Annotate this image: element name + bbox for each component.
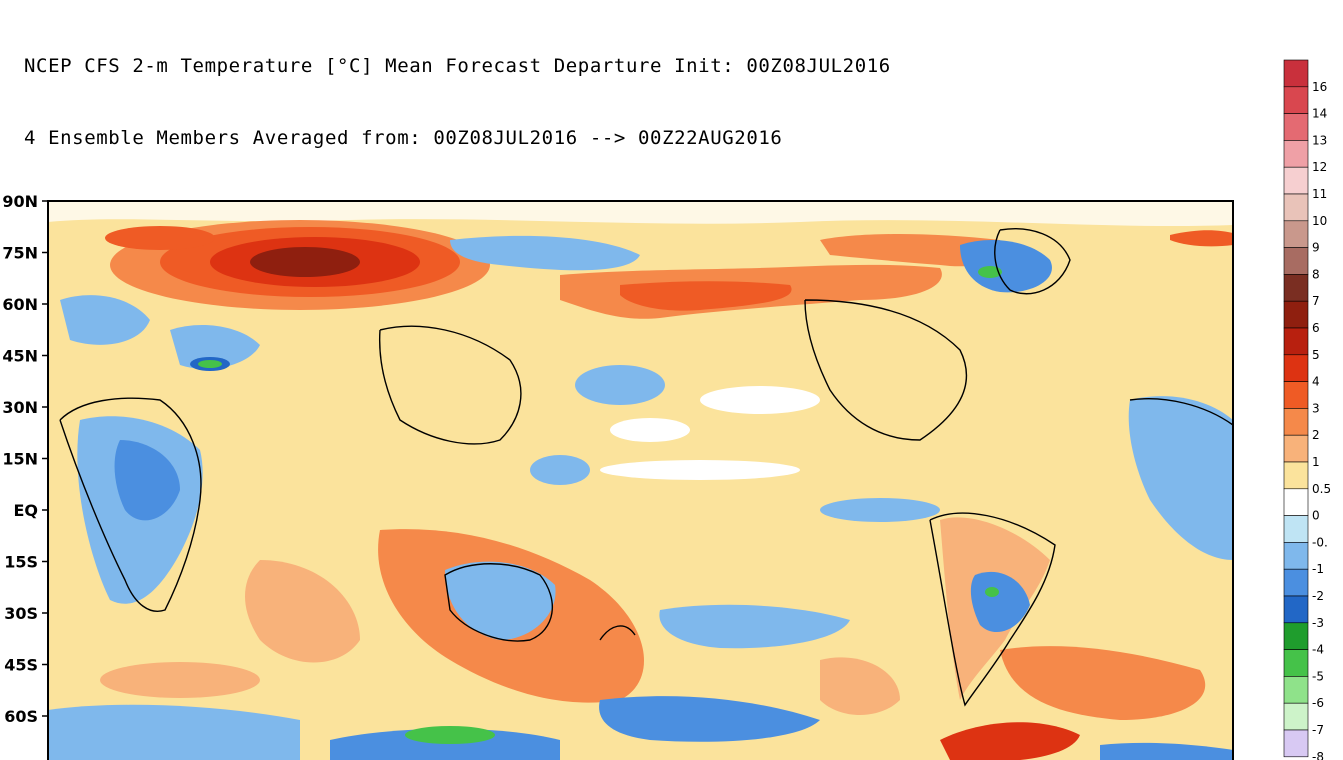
colorbar-swatch [1283, 327, 1309, 356]
colorbar-label: 14 [1312, 107, 1327, 121]
colorbar-swatch [1283, 381, 1309, 409]
colorbar-label: 10 [1312, 214, 1327, 228]
colorbar-label: 2 [1312, 428, 1320, 442]
lat-label: 60N [2, 295, 38, 314]
anomaly-field [48, 201, 1233, 760]
colorbar: 16 14 13 12 11 10 9 8 7 6 5 4 3 2 1 0.5 0 -0. -1 -2 -3 -4 -5 -6… [1283, 59, 1331, 760]
colorbar-label: -7 [1312, 723, 1324, 737]
colorbar-swatch [1283, 649, 1309, 677]
lat-label: 15S [4, 553, 38, 572]
colorbar-label: 13 [1312, 133, 1327, 147]
colorbar-label: -2 [1312, 589, 1324, 603]
lat-label: 75N [2, 244, 38, 263]
colorbar-swatch [1283, 488, 1309, 516]
colorbar-label: -1 [1312, 562, 1324, 576]
colorbar-label: -8 [1312, 750, 1324, 760]
map-title: NCEP CFS 2-m Temperature [°C] Mean Forec… [24, 6, 891, 174]
colorbar-swatch [1283, 354, 1309, 382]
colorbar-swatch [1283, 515, 1309, 543]
colorbar-label: 4 [1312, 375, 1320, 389]
colorbar-swatch [1283, 140, 1309, 168]
colorbar-label: -3 [1312, 616, 1324, 630]
colorbar-label: 0 [1312, 509, 1320, 523]
lat-label: 45S [4, 656, 38, 675]
map-frame [47, 200, 1234, 760]
colorbar-swatch [1283, 166, 1309, 195]
colorbar-swatch [1283, 274, 1309, 302]
colorbar-swatch [1283, 702, 1309, 731]
colorbar-label: -4 [1312, 643, 1324, 657]
lat-label: EQ [13, 501, 38, 520]
lat-label: 60S [4, 707, 38, 726]
colorbar-swatch [1283, 461, 1309, 490]
lat-label: 45N [2, 347, 38, 366]
colorbar-swatch [1283, 193, 1309, 222]
title-line-1: NCEP CFS 2-m Temperature [°C] Mean Forec… [24, 55, 891, 77]
colorbar-label: 7 [1312, 294, 1320, 308]
latitude-axis: 90N 75N 60N 45N 30N 15N EQ 15S 30S 45S 60S [2, 192, 48, 726]
colorbar-swatch [1283, 300, 1309, 329]
colorbar-label: 6 [1312, 321, 1320, 335]
lat-label: 90N [2, 192, 38, 211]
lat-label: 15N [2, 450, 38, 469]
colorbar-swatch [1283, 729, 1309, 758]
colorbar-label: 12 [1312, 160, 1327, 174]
colorbar-swatch [1283, 568, 1309, 597]
siberia-warm-anomaly [105, 220, 490, 310]
colorbar-swatch [1283, 595, 1309, 624]
colorbar-swatch [1283, 676, 1309, 704]
colorbar-swatch [1283, 220, 1309, 248]
colorbar-label: -5 [1312, 669, 1324, 683]
colorbar-label: -6 [1312, 696, 1324, 710]
colorbar-swatch [1283, 622, 1309, 650]
lat-label: 30N [2, 398, 38, 417]
colorbar-swatch [1283, 247, 1309, 275]
title-line-2: 4 Ensemble Members Averaged from: 00Z08J… [24, 127, 783, 149]
colorbar-label: 0.5 [1312, 482, 1331, 496]
colorbar-label: 1 [1312, 455, 1320, 469]
colorbar-label: 16 [1312, 80, 1327, 94]
colorbar-label: -0. [1312, 535, 1328, 549]
colorbar-label: 8 [1312, 267, 1320, 281]
colorbar-swatch [1283, 408, 1309, 436]
lat-label: 30S [4, 604, 38, 623]
colorbar-swatch [1283, 59, 1309, 88]
colorbar-swatch [1283, 434, 1309, 463]
colorbar-swatch [1283, 113, 1309, 141]
colorbar-swatch [1283, 86, 1309, 114]
colorbar-label: 3 [1312, 401, 1320, 415]
colorbar-label: 11 [1312, 187, 1327, 201]
colorbar-label: 9 [1312, 241, 1320, 255]
colorbar-swatch [1283, 542, 1309, 570]
colorbar-label: 5 [1312, 348, 1320, 362]
coastlines [59, 228, 1233, 707]
